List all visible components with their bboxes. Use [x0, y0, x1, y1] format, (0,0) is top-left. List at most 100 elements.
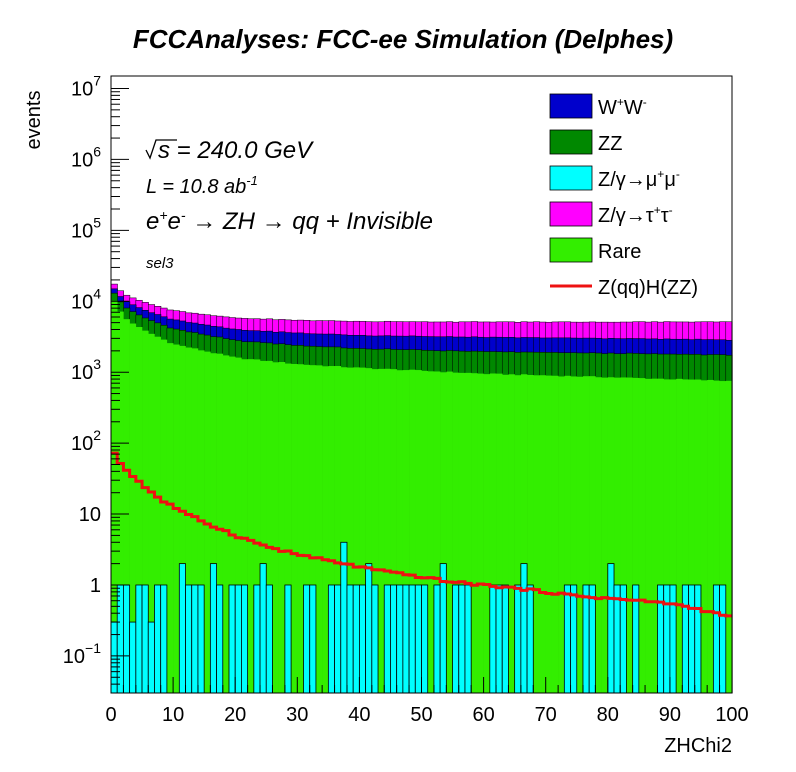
y-tick-label: 107 — [71, 72, 101, 100]
legend-swatch — [549, 237, 593, 263]
histogram-bar — [464, 372, 472, 693]
legend-swatch — [549, 93, 593, 119]
mumu-bar — [178, 563, 186, 694]
histogram-bar — [123, 319, 130, 693]
mumu-bar — [147, 621, 155, 694]
x-tick-label: 100 — [715, 704, 748, 726]
mumu-bar — [520, 563, 528, 694]
mumu-bar — [365, 563, 373, 694]
mumu-bar — [414, 584, 422, 694]
x-tick-label: 70 — [535, 704, 557, 726]
mumu-bar — [712, 584, 720, 694]
histogram-bar — [657, 378, 664, 693]
histogram-bar — [415, 370, 422, 693]
mumu-bar — [688, 584, 696, 694]
histogram-bar — [582, 376, 590, 693]
histogram-bar — [129, 323, 137, 693]
histogram-bar — [309, 365, 317, 693]
mumu-bar — [327, 584, 335, 694]
mumu-bar — [284, 584, 292, 694]
histogram-bar — [179, 345, 186, 693]
mumu-bar — [358, 584, 367, 694]
x-tick-label: 50 — [410, 704, 432, 726]
x-axis: 0 10 20 30 40 50 60 70 80 90 100 — [105, 677, 749, 726]
histogram-bar — [725, 380, 733, 693]
histogram-bar — [471, 373, 478, 693]
y-tick-label: 1 — [90, 575, 101, 597]
mumu-bar — [501, 584, 509, 694]
histogram-bar — [440, 372, 447, 693]
histogram-bar — [421, 370, 429, 693]
histogram-bar — [216, 353, 224, 693]
annotation-process-eplus: + — [159, 207, 167, 223]
mumu-bar — [588, 584, 596, 694]
y-axis: 10−1 1 10 102 103 104 105 106 107 — [63, 72, 129, 694]
histogram-bar — [160, 339, 168, 693]
mumu-bar — [719, 584, 727, 694]
legend-swatch — [549, 165, 593, 191]
histogram-bar — [378, 368, 385, 693]
histogram-bar — [614, 377, 621, 693]
histogram-bar — [576, 376, 584, 693]
mumu-bar — [396, 584, 404, 694]
histogram-bar — [676, 378, 683, 693]
histogram-bar — [533, 375, 540, 693]
mumu-bar — [607, 563, 615, 694]
x-tick-label: 30 — [286, 704, 308, 726]
annotation-lumi: L = 10.8 ab-1 — [146, 173, 258, 198]
mumu-bar — [514, 584, 522, 694]
mumu-bars — [110, 541, 727, 694]
histogram-bar — [148, 333, 155, 693]
annotation-lumi-exp: -1 — [246, 173, 258, 188]
histogram-bar — [452, 372, 460, 693]
mumu-bar — [390, 584, 398, 694]
y-tick-label: 105 — [71, 214, 101, 242]
histogram-bar — [520, 374, 528, 693]
histogram-bar — [638, 378, 646, 693]
annotation-sqrt-s: s = 240.0 GeV — [145, 137, 314, 164]
mumu-bar — [123, 584, 131, 694]
mumu-bar — [346, 584, 354, 694]
histogram-bar — [539, 375, 546, 693]
annotation-selection: sel3 — [146, 255, 174, 272]
histogram-bar — [185, 347, 193, 693]
x-tick-label: 40 — [348, 704, 370, 726]
legend-label: Z(qq)H(ZZ) — [598, 277, 698, 299]
mumu-bar — [234, 584, 242, 694]
mumu-bar — [669, 584, 677, 694]
histogram-bar — [707, 379, 714, 693]
histogram-bar — [483, 374, 491, 693]
y-axis-label: events — [23, 91, 45, 150]
mumu-bar — [129, 621, 137, 694]
histogram-bar — [241, 359, 248, 693]
histogram-bar — [228, 356, 236, 693]
mumu-bar — [259, 563, 267, 694]
histogram-bar — [620, 377, 627, 693]
histogram-bar — [322, 366, 329, 693]
mumu-bar — [371, 584, 379, 694]
mumu-bar — [253, 584, 261, 694]
mumu-bar — [495, 584, 503, 694]
y-tick-label: 10 — [79, 504, 101, 526]
histogram-bar — [607, 377, 615, 693]
mumu-bar — [135, 584, 143, 694]
x-tick-label: 10 — [162, 704, 184, 726]
annotation-process: e+e- → ZH → qq + Invisible — [146, 207, 433, 235]
histogram-bar — [353, 367, 360, 693]
x-axis-label: ZHChi2 — [664, 735, 732, 757]
histogram-bar — [222, 355, 230, 693]
mumu-bar — [352, 584, 360, 694]
histogram-bar — [595, 377, 602, 693]
histogram-bar — [260, 360, 267, 693]
histogram-bar — [334, 366, 342, 693]
legend-label: Z/γ→τ+τ- — [598, 203, 673, 227]
histogram-bar — [365, 368, 373, 693]
histogram-bar — [390, 369, 397, 693]
mumu-bar — [408, 584, 416, 694]
mumu-bar — [265, 584, 273, 694]
chart-title: FCCAnalyses: FCC-ee Simulation (Delphes) — [133, 24, 673, 54]
mumu-bar — [383, 584, 391, 694]
histogram-bar — [589, 376, 596, 693]
histogram-bar — [111, 300, 118, 693]
histogram-bar — [682, 379, 689, 693]
